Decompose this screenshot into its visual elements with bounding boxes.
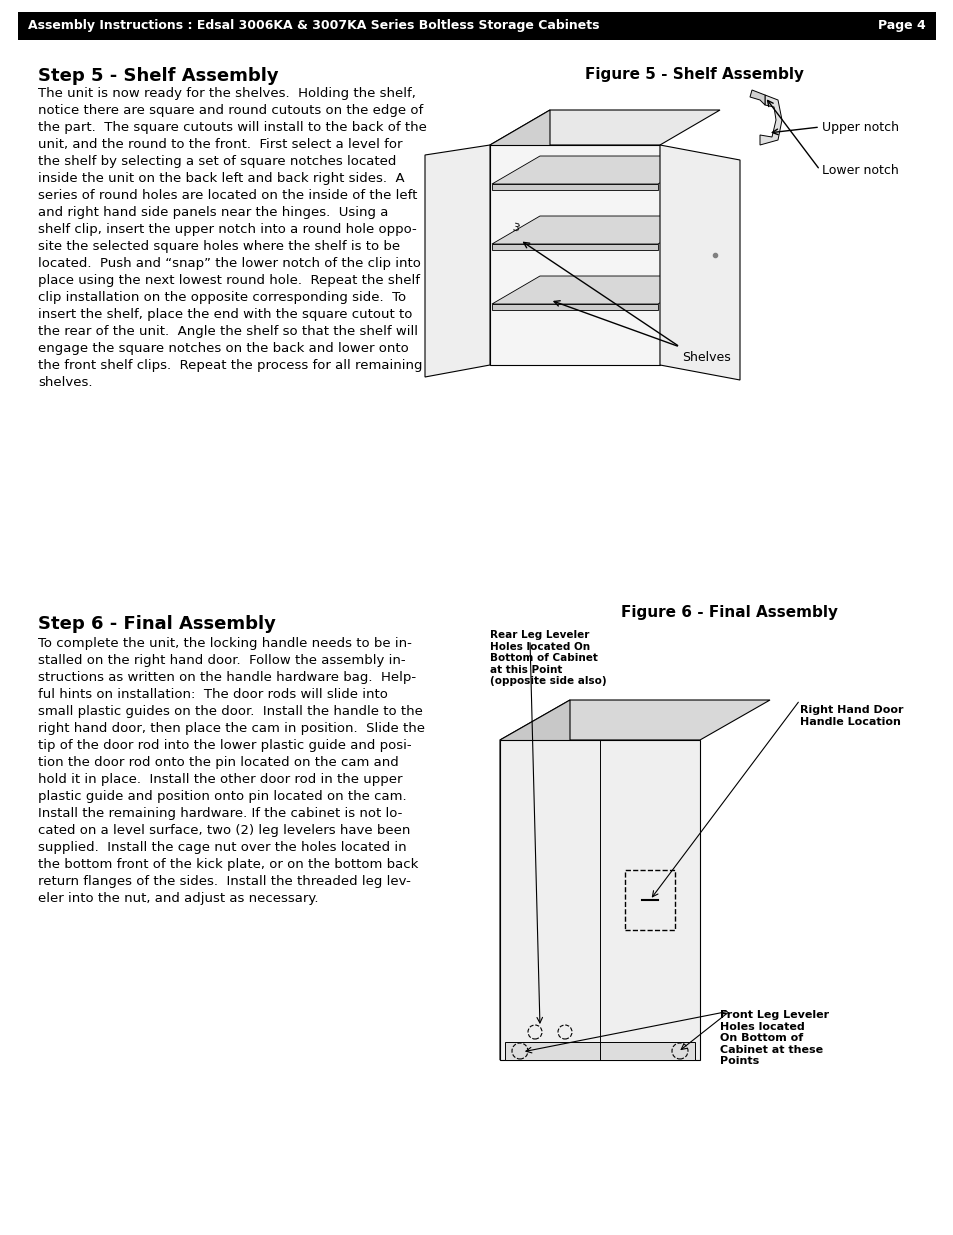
Text: Step 5 - Shelf Assembly: Step 5 - Shelf Assembly [38,67,278,85]
Polygon shape [492,156,705,184]
Text: To complete the unit, the locking handle needs to be in-
stalled on the right ha: To complete the unit, the locking handle… [38,637,424,905]
Text: Page 4: Page 4 [878,20,925,32]
Text: Lower notch: Lower notch [821,163,898,177]
Polygon shape [490,110,720,144]
Text: Assembly Instructions : Edsal 3006KA & 3007KA Series Boltless Storage Cabinets: Assembly Instructions : Edsal 3006KA & 3… [28,20,598,32]
Polygon shape [499,740,700,1060]
Polygon shape [424,144,490,377]
Text: Figure 5 - Shelf Assembly: Figure 5 - Shelf Assembly [585,67,803,82]
Text: Shelves: Shelves [681,351,730,364]
Polygon shape [659,144,740,380]
Text: Upper notch: Upper notch [821,121,898,133]
Polygon shape [492,184,658,190]
Polygon shape [749,90,764,105]
Polygon shape [490,110,550,366]
FancyBboxPatch shape [18,12,935,40]
Text: The unit is now ready for the shelves.  Holding the shelf,
notice there are squa: The unit is now ready for the shelves. H… [38,86,426,389]
Text: Rear Leg Leveler
Holes located On
Bottom of Cabinet
at this Point
(opposite side: Rear Leg Leveler Holes located On Bottom… [490,630,606,687]
Text: Right Hand Door
Handle Location: Right Hand Door Handle Location [800,705,902,726]
Polygon shape [760,95,781,144]
Text: Step 6 - Final Assembly: Step 6 - Final Assembly [38,615,275,634]
Polygon shape [492,216,705,245]
Polygon shape [492,275,705,304]
Polygon shape [492,304,658,310]
Polygon shape [490,144,659,366]
Text: 3: 3 [510,222,519,233]
Text: Figure 6 - Final Assembly: Figure 6 - Final Assembly [620,605,838,620]
Polygon shape [504,1042,695,1060]
Polygon shape [499,700,569,1060]
Polygon shape [492,245,658,249]
Text: Front Leg Leveler
Holes located
On Bottom of
Cabinet at these
Points: Front Leg Leveler Holes located On Botto… [720,1010,828,1066]
Polygon shape [499,700,769,740]
